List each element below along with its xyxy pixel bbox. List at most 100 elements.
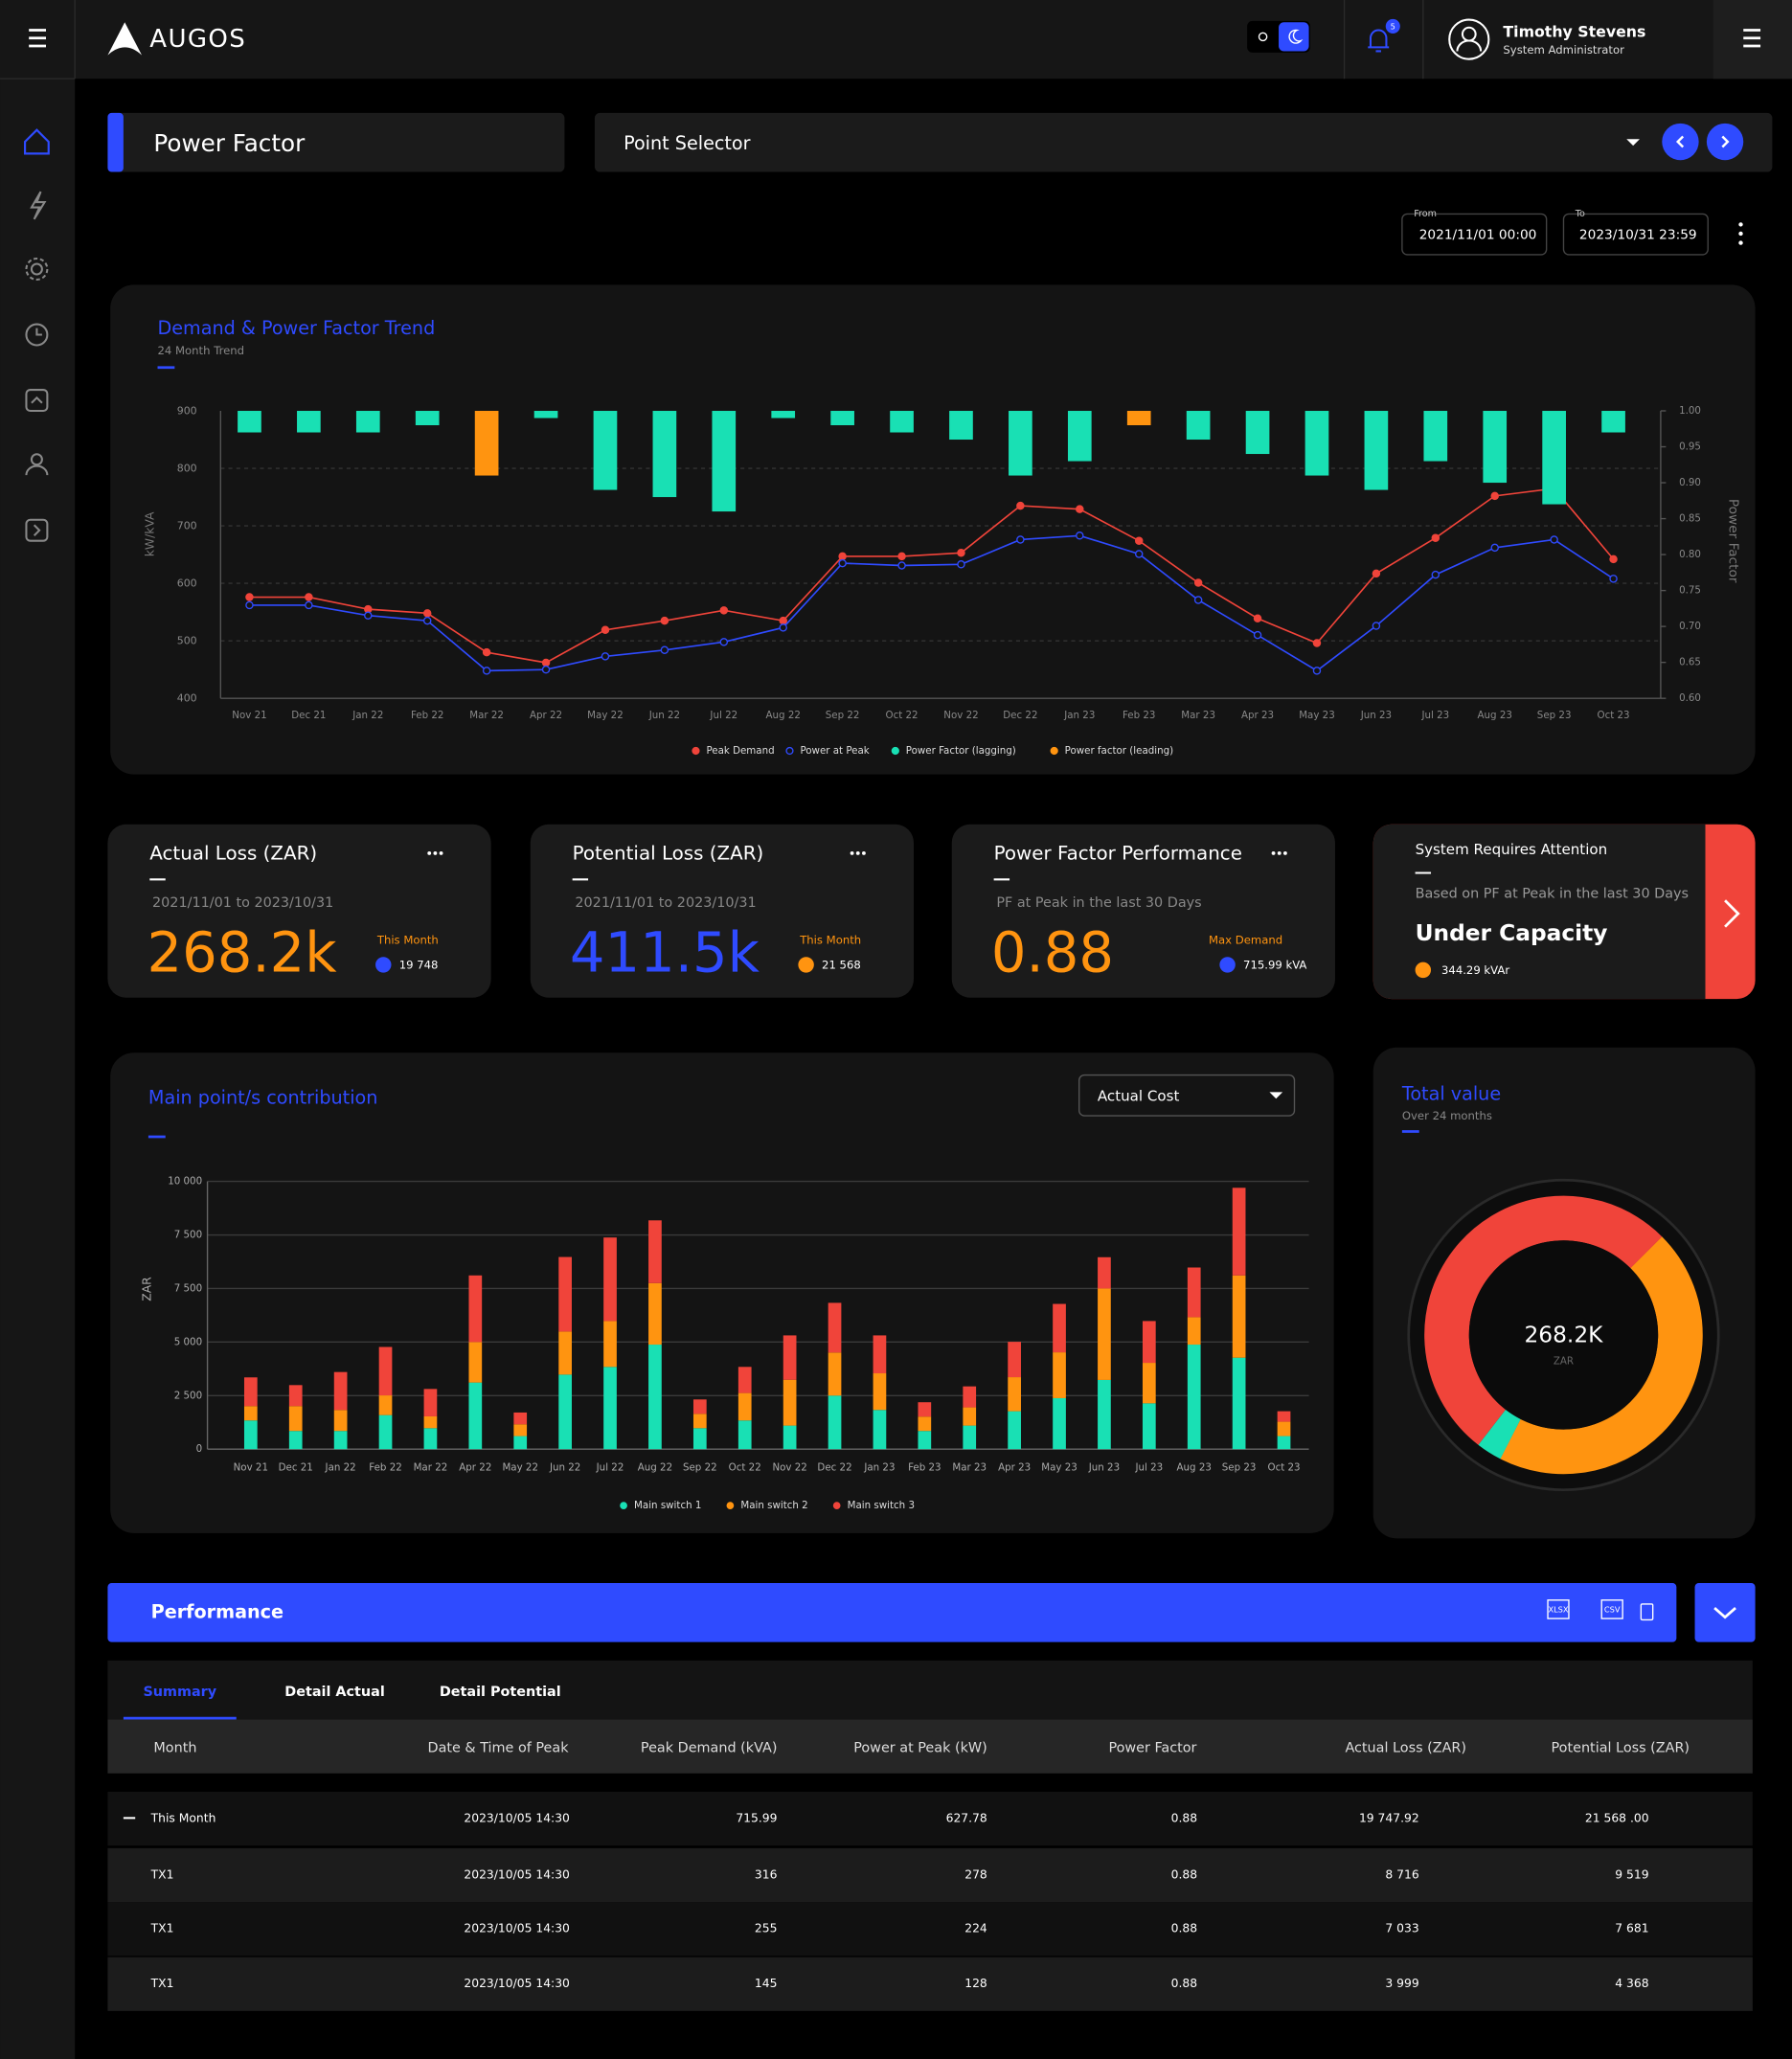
x-tick-label: Oct 23 xyxy=(1598,710,1630,721)
trend-panel xyxy=(110,284,1756,775)
card-menu[interactable] xyxy=(1282,851,1287,855)
x-tick-label: Jun 23 xyxy=(1360,710,1392,721)
card-menu[interactable] xyxy=(439,851,443,855)
card-menu[interactable] xyxy=(427,851,432,855)
stack-segment xyxy=(243,1420,258,1450)
collapse-button[interactable] xyxy=(1694,1583,1756,1642)
y2-tick-label: 0.85 xyxy=(1679,513,1701,525)
x-tick-label: Jun 23 xyxy=(1088,1461,1120,1473)
moon-icon xyxy=(1288,29,1304,44)
stack-segment xyxy=(1053,1303,1066,1353)
line-series xyxy=(249,534,1615,672)
stack-segment xyxy=(737,1367,752,1393)
table-cell: 0.88 xyxy=(1171,1977,1197,1990)
table-cell: 224 xyxy=(964,1921,987,1935)
next-button[interactable] xyxy=(1706,123,1744,161)
point xyxy=(482,647,491,657)
point xyxy=(1253,630,1262,640)
from-input[interactable] xyxy=(1401,213,1548,256)
card-menu[interactable] xyxy=(1271,851,1276,855)
point xyxy=(779,623,787,632)
prev-button[interactable] xyxy=(1662,123,1699,161)
stack-segment xyxy=(513,1412,528,1425)
avatar[interactable] xyxy=(1448,18,1490,60)
export-icon[interactable] xyxy=(1547,1599,1570,1619)
point xyxy=(838,552,847,561)
point xyxy=(601,652,610,661)
card-menu[interactable] xyxy=(1277,851,1282,855)
copy-icon[interactable] xyxy=(1640,1603,1654,1621)
card-title: Potential Loss (ZAR) xyxy=(573,842,764,864)
stack-segment xyxy=(243,1406,258,1421)
export-icon[interactable] xyxy=(1600,1599,1623,1619)
x-tick-label: Sep 22 xyxy=(826,710,860,721)
donut-center-value: 268.2K xyxy=(1524,1322,1603,1347)
card-menu[interactable] xyxy=(850,851,854,855)
column-header: Power Factor xyxy=(1108,1741,1196,1756)
pf-bar xyxy=(1245,411,1270,455)
to-input[interactable] xyxy=(1562,213,1709,256)
stack-segment xyxy=(828,1352,842,1396)
table-row xyxy=(107,1791,1753,1846)
table-cell: TX1 xyxy=(150,1977,174,1990)
table-cell: 2023/10/05 14:30 xyxy=(464,1977,570,1990)
tab[interactable]: Summary xyxy=(143,1685,216,1700)
from-value: 2021/11/01 00:00 xyxy=(1419,227,1537,242)
point xyxy=(897,552,906,561)
card-menu[interactable] xyxy=(862,851,866,855)
point xyxy=(1312,667,1322,675)
export-label: XLSX xyxy=(1548,1604,1568,1614)
x-tick-label: May 23 xyxy=(1299,710,1335,721)
column-header: Power at Peak (kW) xyxy=(853,1741,987,1756)
donut-segment xyxy=(1424,1195,1703,1475)
table-row xyxy=(107,1847,1753,1903)
column-header: Peak Demand (kVA) xyxy=(641,1741,778,1756)
point-selector[interactable] xyxy=(594,112,1773,172)
more-menu[interactable] xyxy=(1738,222,1743,245)
y2-tick-label: 0.80 xyxy=(1679,549,1701,560)
stack-segment xyxy=(963,1386,977,1408)
attention-arrow[interactable] xyxy=(1724,899,1740,928)
stack-segment xyxy=(963,1407,977,1426)
point xyxy=(601,625,610,634)
table-cell: 2023/10/05 14:30 xyxy=(464,1867,570,1881)
y-tick-label: 500 xyxy=(177,635,197,647)
point xyxy=(422,616,432,625)
y2-axis-label: Power Factor xyxy=(1725,499,1740,583)
point xyxy=(245,600,254,610)
table-row xyxy=(107,1957,1753,2011)
kpi-card xyxy=(107,824,491,998)
pf-bar xyxy=(355,411,380,433)
point xyxy=(482,667,491,675)
point xyxy=(1550,535,1558,544)
tab[interactable]: Detail Actual xyxy=(284,1685,385,1700)
table-cell: 255 xyxy=(755,1921,778,1935)
legend-label: Peak Demand xyxy=(706,745,774,757)
legend-label: Power at Peak xyxy=(800,745,869,757)
bell-icon[interactable] xyxy=(1368,29,1390,53)
tab[interactable]: Detail Potential xyxy=(440,1685,561,1700)
x-tick-label: Jul 23 xyxy=(1134,1461,1163,1473)
card-dot xyxy=(1219,957,1236,973)
card-menu[interactable] xyxy=(433,851,438,855)
card-menu[interactable] xyxy=(855,851,860,855)
nav-arrows xyxy=(1675,135,1730,148)
y2-tick-label: 0.65 xyxy=(1679,657,1701,668)
legend-label: Main switch 1 xyxy=(634,1500,701,1511)
point xyxy=(957,549,965,557)
x-tick-label: Mar 22 xyxy=(414,1461,448,1473)
dropdown-label[interactable]: Actual Cost xyxy=(1098,1087,1180,1104)
cost-dropdown[interactable] xyxy=(1078,1074,1296,1117)
x-tick-label: Feb 22 xyxy=(411,710,444,721)
nav-home[interactable] xyxy=(23,128,50,155)
stack-segment xyxy=(288,1406,303,1432)
card-dot xyxy=(1415,962,1432,979)
point-selector-label[interactable]: Point Selector xyxy=(624,132,751,154)
pf-bar xyxy=(415,411,440,426)
stack-segment xyxy=(468,1275,483,1343)
export-label: CSV xyxy=(1604,1604,1621,1614)
menu-button[interactable] xyxy=(29,29,47,48)
stack-segment xyxy=(288,1431,303,1450)
section-title: Performance xyxy=(151,1601,284,1623)
